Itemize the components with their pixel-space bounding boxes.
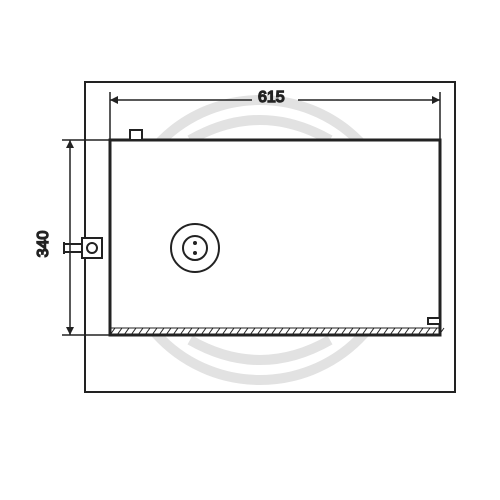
vent-notch	[428, 318, 440, 324]
dimension-height-label: 340	[35, 231, 52, 258]
dimension-width-label: 615	[258, 89, 285, 106]
body-outline	[110, 140, 440, 335]
technical-drawing: { "drawing": { "type": "technical-diagra…	[0, 0, 500, 500]
dimension-width: 615	[110, 89, 440, 140]
boss-fitting	[171, 224, 219, 272]
drawing-svg: 615 340	[0, 0, 500, 500]
top-port	[130, 130, 142, 140]
